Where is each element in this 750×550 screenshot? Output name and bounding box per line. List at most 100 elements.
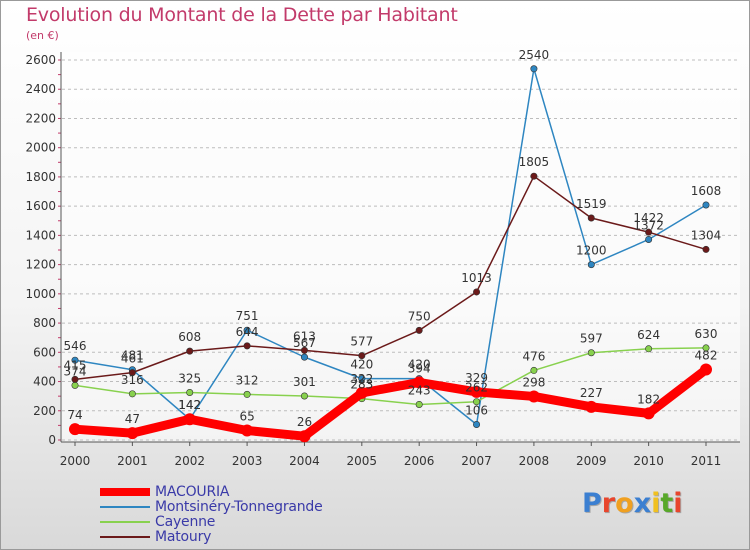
data-point [527,390,540,403]
data-point [186,388,194,396]
data-label: 329 [465,371,488,385]
data-point [585,400,598,413]
legend-swatch-montsinery [100,506,150,508]
data-label: 301 [293,375,316,389]
data-label: 613 [293,329,316,343]
data-point [183,413,196,426]
data-label: 420 [350,358,373,372]
data-point [241,424,254,437]
chart-unit: (en €) [26,29,59,42]
legend-swatch-matoury [100,536,150,538]
series-line-3 [74,175,707,381]
x-tick-label: 2004 [289,454,320,468]
data-point [355,386,368,399]
x-tick-label: 2011 [691,454,722,468]
x-tick-label: 2001 [117,454,148,468]
data-label: 1200 [576,244,607,258]
data-label: 1372 [633,218,664,232]
legend-label-matoury: Matoury [155,529,212,545]
data-label: 322 [350,372,373,386]
y-tick-label: 2600 [25,53,56,67]
data-label: 1805 [519,155,550,169]
data-point [298,430,311,443]
y-tick-label: 1000 [25,287,56,301]
data-label: 142 [178,398,201,412]
data-point [128,390,136,398]
x-tick-label: 2000 [60,454,91,468]
data-point [71,375,79,383]
data-label: 2540 [519,48,550,62]
data-point [186,347,194,355]
data-point [530,65,538,73]
data-point [358,352,366,360]
proxiti-logo: Proxiti [582,488,683,519]
data-label: 182 [637,392,660,406]
data-label: 476 [522,349,545,363]
data-point [587,214,595,222]
data-label: 316 [121,373,144,387]
x-tick-label: 2002 [174,454,205,468]
data-point [243,326,251,334]
data-label: 47 [125,412,140,426]
data-point [243,342,251,350]
data-point [645,228,653,236]
data-label: 1519 [576,197,607,211]
data-point [587,261,595,269]
data-point [71,356,79,364]
data-label: 325 [178,372,201,386]
plot-area [60,52,740,442]
data-label: 26 [297,415,312,429]
data-label: 420 [408,358,431,372]
data-point [702,245,710,253]
data-label: 262 [465,381,488,395]
y-tick-label: 2200 [25,111,56,125]
data-point [300,392,308,400]
data-label: 1013 [461,271,492,285]
data-point [700,363,712,376]
data-point [530,172,538,180]
y-tick-label: 2000 [25,141,56,155]
data-point [300,346,308,354]
data-point [128,369,136,377]
data-point [126,427,139,440]
data-point [587,349,595,357]
y-tick-label: 1600 [25,199,56,213]
data-label: 1422 [633,211,664,225]
data-label: 461 [121,352,144,366]
series-line-1 [74,68,707,426]
logo-letter: t [660,488,674,519]
data-label: 1608 [691,184,722,198]
y-tick-label: 1400 [25,228,56,242]
data-point [702,344,710,352]
y-tick-label: 2400 [25,82,56,96]
data-label: 142 [178,398,201,412]
data-point [415,400,423,408]
series-line-0 [70,365,711,441]
data-point [470,385,483,398]
data-label: 74 [67,408,82,422]
x-tick-label: 2007 [461,454,492,468]
data-label: 298 [522,375,545,389]
data-label: 283 [350,378,373,392]
data-label: 608 [178,330,201,344]
data-point [358,375,366,383]
data-point [473,398,481,406]
data-label: 227 [580,386,603,400]
data-label: 1304 [691,228,722,242]
data-label: 415 [64,358,87,372]
data-point [702,201,710,209]
legend-label-montsinery: Montsinéry-Tonnegrande [155,499,323,515]
data-point [413,376,426,389]
y-tick-label: 800 [33,316,56,330]
data-point [300,353,308,361]
logo-letter: o [615,488,634,519]
y-tick-label: 600 [33,345,56,359]
series-line-2 [74,347,707,406]
data-label: 481 [121,349,144,363]
y-tick-label: 1800 [25,170,56,184]
data-label: 644 [236,325,259,339]
data-label: 630 [695,327,718,341]
data-label: 567 [293,336,316,350]
data-label: 750 [408,309,431,323]
